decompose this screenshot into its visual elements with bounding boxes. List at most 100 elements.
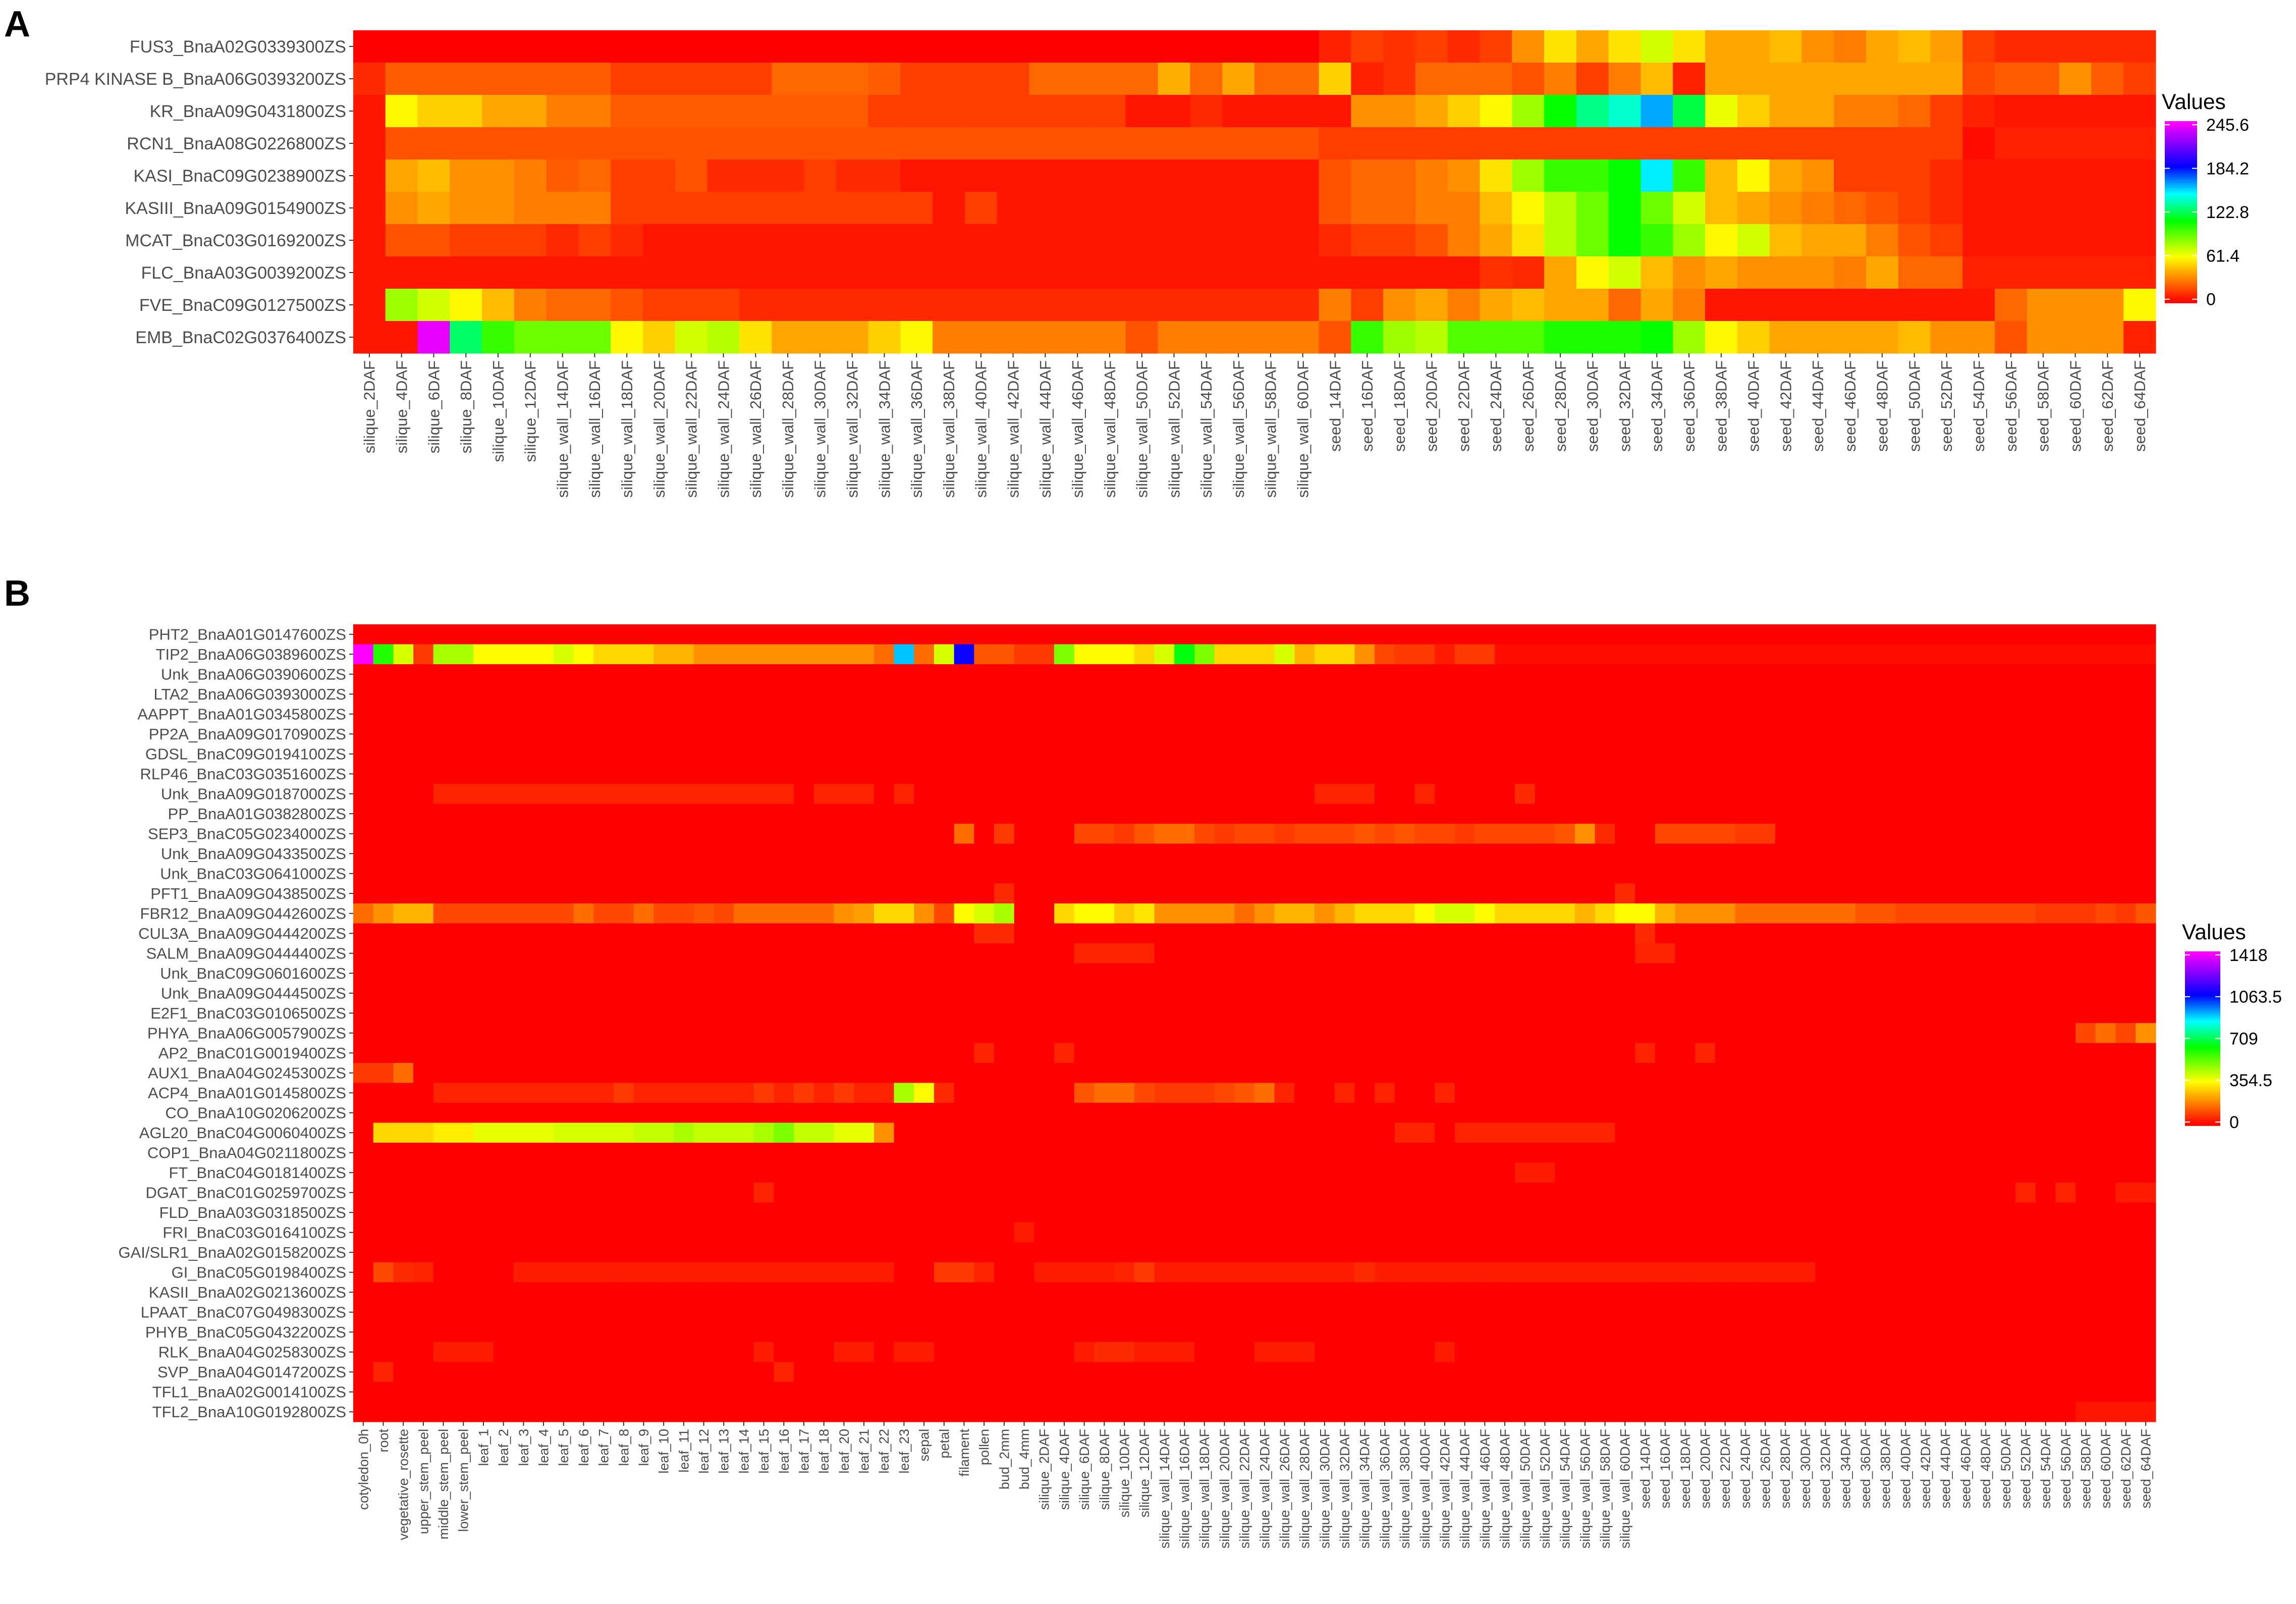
heatmap-cell (1061, 30, 1094, 63)
heatmap-cell (1695, 1043, 1716, 1063)
heatmap-cell (1114, 1162, 1135, 1183)
heatmap-cell (693, 624, 714, 645)
heatmap-cell (994, 943, 1015, 964)
heatmap-cell (493, 943, 514, 964)
heatmap-cell (1054, 923, 1075, 944)
heatmap-cell (1214, 1063, 1235, 1084)
heatmap-cell (813, 784, 835, 805)
heatmap-cell (794, 1382, 814, 1403)
heatmap-cell (353, 1202, 374, 1223)
heatmap-cell (2095, 1282, 2116, 1303)
heatmap-cell (2095, 764, 2116, 784)
heatmap-cell (1034, 1202, 1055, 1223)
heatmap-cell (693, 704, 714, 725)
heatmap-cell (813, 1122, 835, 1143)
heatmap-cell (2115, 1262, 2136, 1283)
heatmap-cell (593, 1043, 614, 1063)
legend-color-step (2185, 980, 2220, 983)
legend-color-step (2165, 274, 2197, 276)
heatmap-cell (1354, 1402, 1375, 1422)
heatmap-cell (1435, 744, 1455, 765)
heatmap-cell (593, 1342, 614, 1363)
heatmap-cell (1394, 724, 1415, 744)
legend-color-step (2165, 142, 2197, 144)
heatmap-cell (1158, 159, 1191, 192)
heatmap-cell (1755, 684, 1776, 705)
heatmap-cell (714, 1143, 734, 1163)
heatmap-cell (413, 1402, 434, 1422)
heatmap-cell (1755, 903, 1776, 924)
heatmap-cell (453, 1322, 474, 1343)
heatmap-cell (753, 1242, 775, 1263)
heatmap-cell (1435, 843, 1455, 864)
heatmap-cell (1555, 824, 1575, 844)
heatmap-cell (1114, 1083, 1135, 1103)
heatmap-cell (1114, 1143, 1135, 1163)
legend-color-step (2165, 161, 2197, 163)
heatmap-cell (2091, 95, 2124, 128)
heatmap-cell (1383, 63, 1416, 95)
heatmap-cell (674, 804, 694, 824)
heatmap-cell (1895, 1262, 1916, 1283)
heatmap-cell (1514, 864, 1536, 884)
heatmap-cell (1855, 1063, 1876, 1084)
heatmap-cell (633, 864, 654, 884)
heatmap-cell (493, 624, 514, 645)
heatmap-cell (633, 684, 654, 705)
heatmap-cell (1375, 724, 1395, 744)
heatmap-cell (1673, 95, 1706, 128)
heatmap-cell (674, 963, 694, 984)
heatmap-cell (1641, 127, 1673, 160)
heatmap-cell (1635, 1322, 1656, 1343)
heatmap-cell (2055, 1083, 2076, 1103)
heatmap-cell (393, 1143, 414, 1163)
heatmap-cell (1474, 1322, 1495, 1343)
heatmap-cell (1895, 644, 1916, 665)
heatmap-cell (1835, 1043, 1856, 1063)
heatmap-cell (934, 824, 955, 844)
heatmap-cell (1735, 1282, 1756, 1303)
heatmap-cell (1898, 256, 1931, 289)
column-label: seed_60DAF (2066, 360, 2084, 452)
heatmap-cell (1705, 321, 1738, 354)
heatmap-cell (1715, 923, 1736, 944)
heatmap-cell (1695, 1143, 1716, 1163)
heatmap-cell (1675, 1063, 1696, 1084)
legend-color-step (2185, 963, 2220, 965)
heatmap-cell (834, 1202, 854, 1223)
heatmap-cell (1715, 624, 1736, 645)
heatmap-cell (693, 1222, 714, 1243)
heatmap-cell (1755, 1402, 1776, 1422)
heatmap-cell (1294, 1023, 1315, 1044)
heatmap-cell (611, 30, 643, 63)
heatmap-cell (513, 664, 534, 685)
heatmap-cell (1641, 159, 1673, 192)
heatmap-cell (1029, 127, 1062, 160)
legend-color-step (2185, 1012, 2220, 1014)
heatmap-cell (954, 724, 974, 744)
heatmap-cell (1315, 1282, 1335, 1303)
heatmap-cell (1474, 764, 1495, 784)
heatmap-cell (714, 1103, 734, 1124)
heatmap-cell (834, 664, 854, 685)
heatmap-cell (1286, 289, 1320, 322)
heatmap-cell (1194, 1162, 1215, 1183)
heatmap-cell (954, 1402, 974, 1422)
heatmap-cell (1641, 224, 1673, 257)
heatmap-cell (1094, 724, 1115, 744)
heatmap-cell (1054, 864, 1075, 884)
heatmap-cell (1354, 804, 1375, 824)
heatmap-cell (1334, 1282, 1355, 1303)
heatmap-cell (894, 1262, 914, 1283)
heatmap-cell (413, 724, 434, 744)
heatmap-cell (2095, 963, 2116, 984)
heatmap-cell (413, 1183, 434, 1203)
heatmap-cell (1955, 1162, 1976, 1183)
heatmap-cell (1875, 1382, 1896, 1403)
heatmap-cell (1134, 704, 1155, 725)
column-label: leaf_14 (736, 1429, 751, 1474)
heatmap-cell (1375, 1262, 1395, 1283)
heatmap-cell (974, 1262, 995, 1283)
heatmap-cell (1935, 963, 1956, 984)
legend-color-step (2185, 1108, 2220, 1110)
